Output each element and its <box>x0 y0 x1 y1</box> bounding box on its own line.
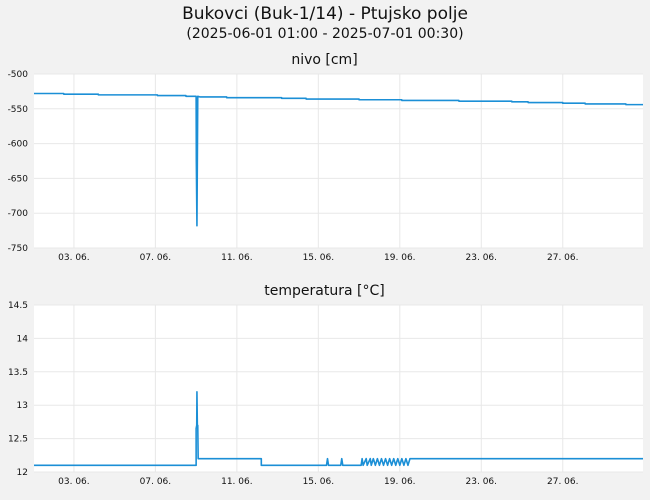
y-tick-label-1-4: 14 <box>17 334 29 344</box>
series-line-0-0 <box>34 92 643 227</box>
plot-area-0 <box>34 74 643 248</box>
plot-area-1 <box>34 305 643 472</box>
x-tick-label-1-2: 11. 06. <box>221 477 253 487</box>
panel-title-0: nivo [cm] <box>291 52 357 68</box>
y-tick-label-0-4: -700 <box>8 209 29 219</box>
panel-title-1: temperatura [°C] <box>264 283 384 299</box>
chart-subtitle: (2025-06-01 01:00 - 2025-07-01 00:30) <box>186 26 464 42</box>
x-tick-label-0-2: 11. 06. <box>221 253 253 263</box>
y-tick-label-1-5: 14.5 <box>8 301 28 311</box>
y-tick-label-0-1: -550 <box>8 105 29 115</box>
x-tick-label-1-4: 19. 06. <box>384 477 416 487</box>
x-tick-label-0-1: 07. 06. <box>140 253 172 263</box>
y-tick-label-1-2: 13 <box>17 401 28 411</box>
y-tick-label-0-0: -500 <box>8 70 29 80</box>
y-tick-label-1-1: 12.5 <box>8 435 28 445</box>
chart-title: Bukovci (Buk-1/14) - Ptujsko polje <box>182 4 468 24</box>
y-tick-label-1-0: 12 <box>17 468 28 478</box>
y-tick-label-1-3: 13.5 <box>8 368 28 378</box>
x-tick-label-1-5: 23. 06. <box>466 477 498 487</box>
y-tick-label-0-2: -600 <box>8 140 29 150</box>
x-tick-label-1-3: 15. 06. <box>303 477 335 487</box>
x-tick-label-1-0: 03. 06. <box>58 477 90 487</box>
x-tick-label-0-6: 27. 06. <box>547 253 579 263</box>
y-tick-label-0-3: -650 <box>8 174 29 184</box>
x-tick-label-0-5: 23. 06. <box>466 253 498 263</box>
x-tick-label-0-0: 03. 06. <box>58 253 90 263</box>
y-tick-label-0-5: -750 <box>8 244 29 254</box>
x-tick-label-1-6: 27. 06. <box>547 477 579 487</box>
x-tick-label-0-4: 19. 06. <box>384 253 416 263</box>
x-tick-label-1-1: 07. 06. <box>140 477 172 487</box>
x-tick-label-0-3: 15. 06. <box>303 253 335 263</box>
series-line-1-0 <box>34 391 643 467</box>
